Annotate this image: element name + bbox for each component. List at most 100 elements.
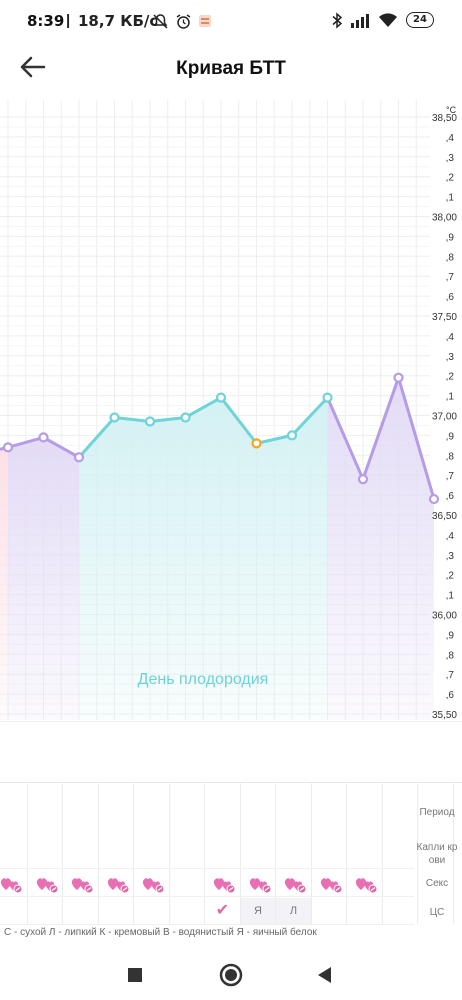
y-tick-minor: ,2 bbox=[446, 571, 455, 582]
y-tick-minor: ,9 bbox=[446, 232, 455, 243]
sex-entry[interactable] bbox=[141, 874, 165, 894]
data-point-23.11[interactable] bbox=[286, 430, 298, 441]
row-column-divider bbox=[417, 782, 419, 924]
hearts-icon bbox=[71, 878, 94, 894]
row-column-divider bbox=[168, 782, 170, 924]
series-line-segment bbox=[42, 435, 81, 459]
y-tick-major: 36,50 bbox=[432, 511, 457, 522]
y-tick-major: 37,00 bbox=[432, 412, 457, 423]
sex-entry[interactable] bbox=[248, 874, 272, 894]
hearts-icon bbox=[320, 878, 342, 894]
series-line-segment bbox=[184, 396, 223, 419]
row-column-divider bbox=[346, 782, 348, 924]
page-title: Кривая БТТ bbox=[176, 58, 286, 79]
y-tick-minor: ,3 bbox=[446, 352, 455, 363]
status-left-icons bbox=[152, 12, 212, 30]
wifi-icon bbox=[379, 13, 397, 27]
data-point-20.11[interactable] bbox=[180, 412, 191, 423]
y-axis-unit: °C bbox=[446, 105, 457, 115]
home-button[interactable] bbox=[216, 960, 246, 990]
sex-entry[interactable] bbox=[106, 874, 130, 894]
sex-entry[interactable] bbox=[212, 874, 236, 894]
status-separator: | bbox=[66, 12, 71, 29]
row-column-divider bbox=[381, 782, 383, 924]
muted-bell-icon bbox=[153, 13, 168, 29]
hearts-icon bbox=[36, 878, 58, 894]
data-point-22.11[interactable] bbox=[251, 438, 262, 449]
y-tick-minor: ,7 bbox=[446, 471, 455, 482]
data-point-17.11[interactable] bbox=[73, 452, 85, 463]
fertility-label: День плодородия bbox=[138, 671, 269, 688]
cs-entry-23.11[interactable]: Л bbox=[276, 898, 311, 924]
y-tick-major: 37,50 bbox=[432, 312, 457, 323]
row-column-divider bbox=[239, 782, 241, 924]
row-column-divider bbox=[133, 782, 135, 924]
y-tick-major: 35,50 bbox=[432, 710, 457, 721]
rows-top-border bbox=[0, 782, 462, 783]
sex-entry[interactable] bbox=[0, 874, 23, 894]
hearts-icon bbox=[249, 878, 271, 894]
sex-entry[interactable] bbox=[35, 874, 59, 894]
data-point-19.11[interactable] bbox=[144, 416, 156, 427]
row-column-divider bbox=[275, 782, 277, 924]
y-tick-major: 38,00 bbox=[432, 213, 457, 224]
series-line-segment bbox=[219, 396, 258, 445]
period-row-label: Период bbox=[419, 807, 455, 818]
back-button[interactable] bbox=[16, 50, 50, 84]
y-tick-minor: ,6 bbox=[446, 292, 455, 303]
signal-icon bbox=[351, 13, 369, 28]
battery-indicator: 24 bbox=[406, 12, 434, 28]
data-point-15.11[interactable] bbox=[2, 442, 14, 453]
y-tick-minor: ,3 bbox=[446, 153, 455, 164]
sex-entry[interactable] bbox=[283, 874, 307, 894]
sex-entry[interactable] bbox=[354, 874, 378, 894]
recents-button[interactable] bbox=[120, 960, 150, 990]
row-column-divider bbox=[62, 782, 64, 924]
bluetooth-icon bbox=[332, 11, 342, 29]
y-tick-minor: ,8 bbox=[446, 650, 455, 661]
y-tick-minor: ,9 bbox=[446, 630, 455, 641]
data-point-21.11[interactable] bbox=[215, 392, 227, 403]
y-tick-minor: ,9 bbox=[446, 431, 455, 442]
back-nav-button[interactable] bbox=[310, 960, 340, 990]
arrow-left-icon bbox=[20, 56, 46, 78]
bbt-chart[interactable]: День плодородия °C 35,50 ,6 ,7 ,8 ,9 36,00 ,1 ,2,… bbox=[0, 98, 462, 722]
y-tick-minor: ,7 bbox=[446, 670, 455, 681]
y-tick-minor: ,1 bbox=[446, 193, 455, 204]
period-fill bbox=[0, 447, 8, 720]
cs-entry-22.11[interactable]: Я bbox=[240, 898, 276, 924]
y-tick-minor: ,2 bbox=[446, 173, 455, 184]
drops-row-label: Капли кр ови bbox=[416, 842, 458, 866]
y-tick-minor: ,4 bbox=[446, 133, 455, 144]
sex-entry[interactable] bbox=[70, 874, 94, 894]
hearts-icon bbox=[107, 878, 129, 894]
series-line-segment bbox=[397, 376, 436, 501]
notification-app-icon bbox=[199, 15, 211, 27]
triangle-back-icon bbox=[318, 967, 331, 983]
row-column-divider bbox=[204, 782, 206, 924]
y-tick-minor: ,4 bbox=[446, 332, 455, 343]
y-tick-minor: ,7 bbox=[446, 272, 455, 283]
circle-icon bbox=[219, 963, 243, 987]
series-line-segment bbox=[77, 415, 116, 459]
data-point-26.11[interactable] bbox=[393, 372, 404, 383]
data-point-24.11[interactable] bbox=[322, 392, 333, 403]
y-tick-minor: ,6 bbox=[446, 491, 455, 502]
data-point-25.11[interactable] bbox=[357, 474, 369, 485]
series-line-segment bbox=[361, 376, 400, 481]
cs-entry-21.11[interactable]: ✔ bbox=[205, 898, 240, 924]
series-line-segment bbox=[255, 433, 294, 445]
data-point-18.11[interactable] bbox=[109, 412, 120, 423]
sex-entry[interactable] bbox=[319, 874, 343, 894]
data-point-16.11[interactable] bbox=[38, 432, 49, 443]
y-tick-minor: ,8 bbox=[446, 252, 455, 263]
status-right-icons: 24 bbox=[332, 10, 434, 30]
y-tick-major: 36,00 bbox=[432, 611, 457, 622]
row-column-divider bbox=[310, 782, 312, 924]
y-tick-minor: ,3 bbox=[446, 551, 455, 562]
data-point-27[interactable] bbox=[428, 493, 440, 505]
series-line-segment bbox=[113, 415, 152, 423]
hearts-icon bbox=[284, 878, 307, 894]
hearts-icon bbox=[355, 878, 378, 894]
